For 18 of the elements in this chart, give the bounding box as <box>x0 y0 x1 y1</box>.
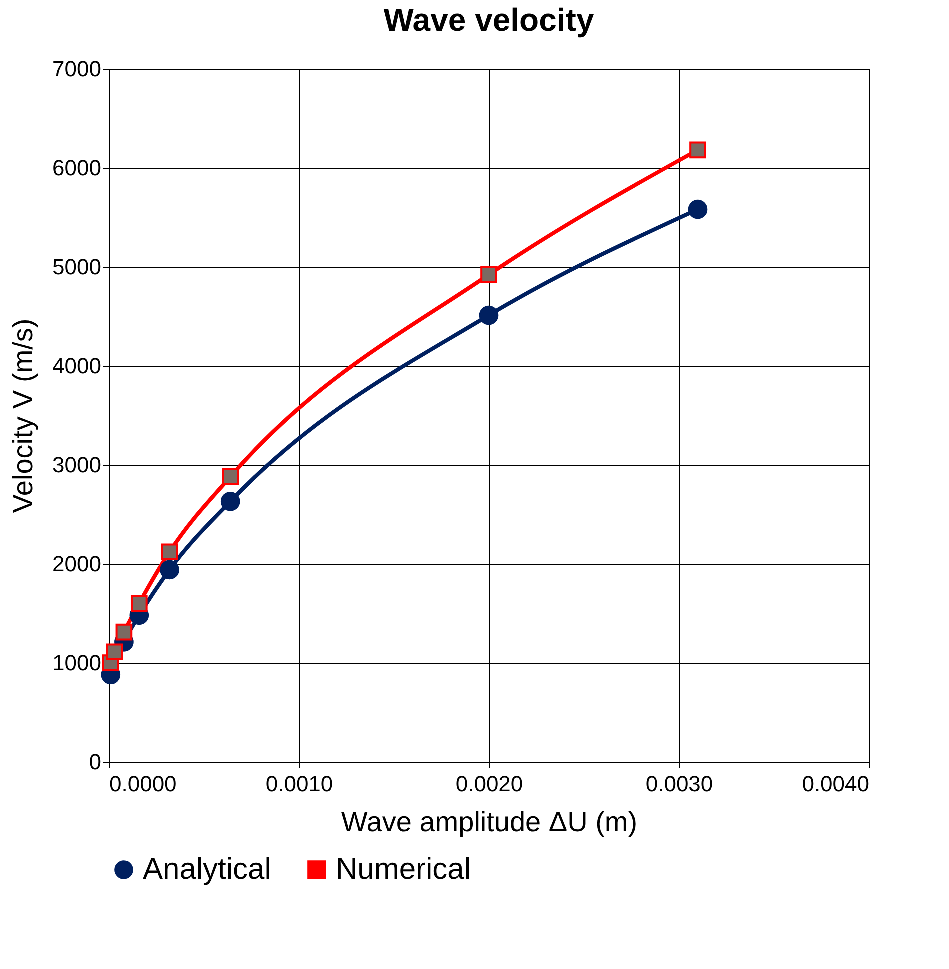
x-tick-label: 0.0000 <box>110 772 177 796</box>
x-tick-label: 0.0040 <box>802 772 870 796</box>
y-tick-label: 2000 <box>52 552 102 576</box>
x-tick-label: 0.0020 <box>456 772 524 796</box>
y-tick-label: 6000 <box>52 156 102 180</box>
legend-label: Analytical <box>143 853 272 886</box>
chart-title: Wave velocity <box>384 2 594 38</box>
y-tick-label: 1000 <box>52 650 102 676</box>
legend-label: Numerical <box>336 853 472 886</box>
x-tick-label: 0.0010 <box>266 772 334 796</box>
x-axis-title: Wave amplitude ΔU (m) <box>341 806 638 838</box>
y-tick-label: 4000 <box>52 354 102 378</box>
x-tick-label: 0.0030 <box>646 772 714 796</box>
y-tick-label: 7000 <box>52 56 102 82</box>
y-tick-label: 3000 <box>52 452 102 478</box>
y-tick-label: 5000 <box>52 254 102 280</box>
y-axis-title: Velocity V (m/s) <box>8 318 39 514</box>
y-tick-label: 0 <box>89 750 102 774</box>
